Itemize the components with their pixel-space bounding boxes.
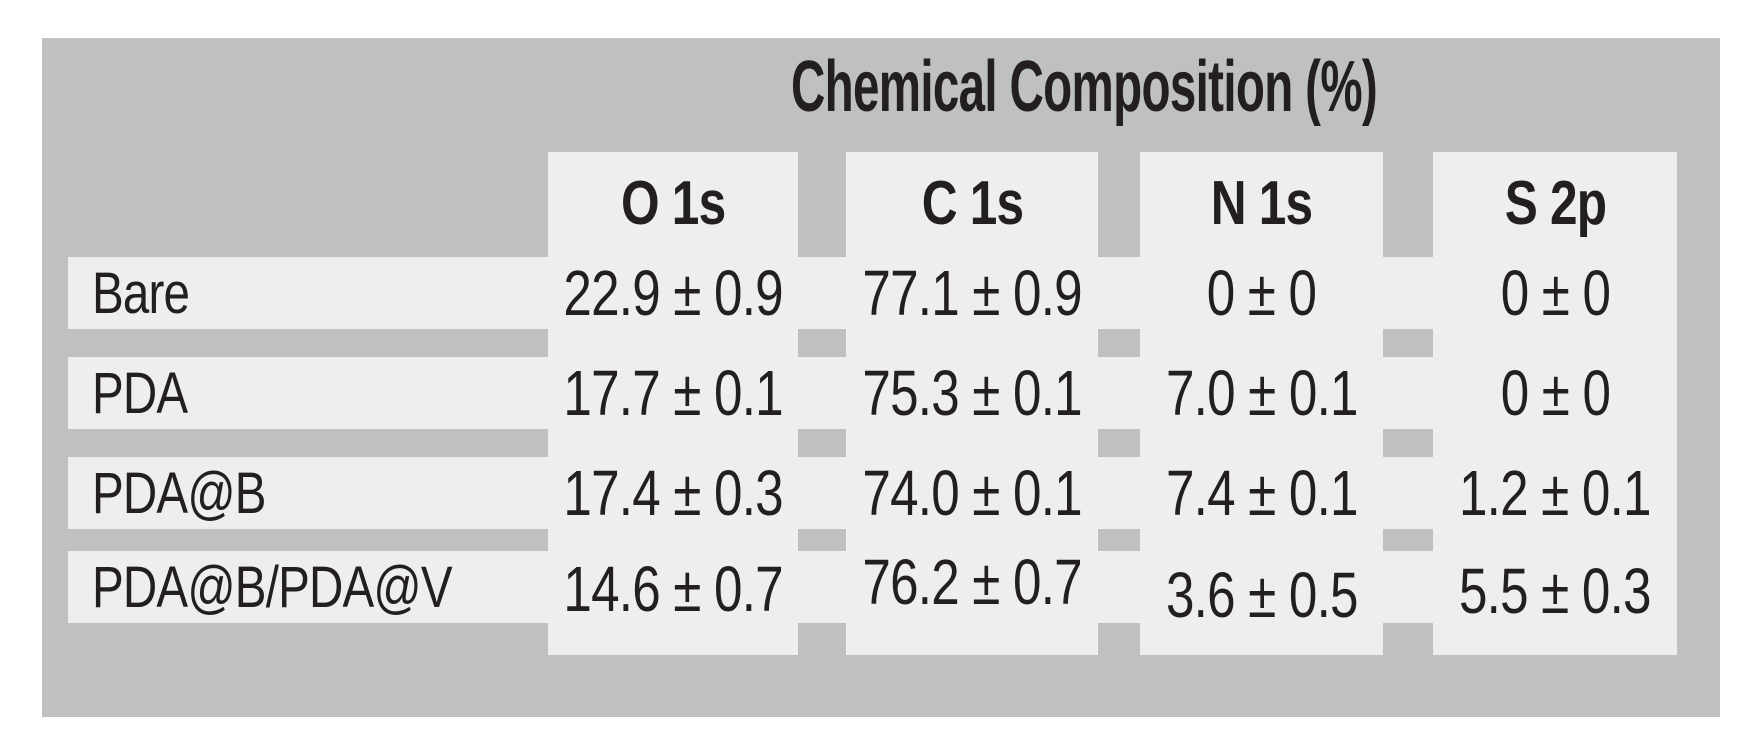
row-stripe-pda-b-pda-v bbox=[68, 551, 1677, 623]
cell-pda-b-pda-v-n1s-text: 3.6 ± 0.5 bbox=[1165, 559, 1358, 631]
cell-pda-n1s-text: 7.0 ± 0.1 bbox=[1165, 357, 1358, 429]
cell-bare-o1s: 22.9 ± 0.9 bbox=[548, 257, 798, 329]
cell-pda-s2p: 0 ± 0 bbox=[1433, 357, 1677, 429]
cell-pda-b-pda-v-c1s-text: 76.2 ± 0.7 bbox=[862, 546, 1082, 618]
cell-bare-n1s-text: 0 ± 0 bbox=[1206, 257, 1317, 329]
cell-pda-b-n1s-text: 7.4 ± 0.1 bbox=[1165, 457, 1358, 529]
cell-pda-o1s: 17.7 ± 0.1 bbox=[548, 357, 798, 429]
cell-pda-b-pda-v-o1s: 14.6 ± 0.7 bbox=[548, 553, 798, 625]
column-header-c1s: C 1s bbox=[846, 152, 1098, 255]
cell-pda-b-c1s: 74.0 ± 0.1 bbox=[846, 457, 1098, 529]
row-label-pda-b-text: PDA@B bbox=[92, 460, 267, 526]
cell-bare-s2p: 0 ± 0 bbox=[1433, 257, 1677, 329]
cell-bare-c1s-text: 77.1 ± 0.9 bbox=[862, 257, 1082, 329]
column-header-o1s: O 1s bbox=[548, 152, 798, 255]
table-title: Chemical Composition (%) bbox=[428, 46, 1740, 128]
column-header-o1s-text: O 1s bbox=[620, 169, 726, 238]
row-label-pda-b-pda-v: PDA@B/PDA@V bbox=[92, 551, 542, 623]
cell-pda-b-pda-v-n1s: 3.6 ± 0.5 bbox=[1140, 559, 1383, 631]
table-title-text: Chemical Composition (%) bbox=[790, 47, 1378, 127]
column-header-n1s: N 1s bbox=[1140, 152, 1383, 255]
cell-pda-b-s2p-text: 1.2 ± 0.1 bbox=[1459, 457, 1651, 529]
cell-pda-b-pda-v-c1s: 76.2 ± 0.7 bbox=[846, 546, 1098, 618]
cell-bare-c1s: 77.1 ± 0.9 bbox=[846, 257, 1098, 329]
row-label-pda-b: PDA@B bbox=[92, 457, 542, 529]
column-header-s2p-text: S 2p bbox=[1504, 169, 1606, 238]
row-label-bare: Bare bbox=[92, 257, 542, 329]
row-stripe-bare bbox=[68, 257, 1677, 329]
row-label-bare-text: Bare bbox=[92, 260, 190, 326]
cell-pda-b-n1s: 7.4 ± 0.1 bbox=[1140, 457, 1383, 529]
cell-pda-c1s: 75.3 ± 0.1 bbox=[846, 357, 1098, 429]
cell-pda-b-o1s: 17.4 ± 0.3 bbox=[548, 457, 798, 529]
cell-pda-b-pda-v-s2p: 5.5 ± 0.3 bbox=[1433, 555, 1677, 627]
cell-pda-s2p-text: 0 ± 0 bbox=[1500, 357, 1610, 429]
column-header-c1s-text: C 1s bbox=[921, 169, 1023, 238]
cell-bare-o1s-text: 22.9 ± 0.9 bbox=[563, 257, 783, 329]
cell-pda-b-pda-v-o1s-text: 14.6 ± 0.7 bbox=[563, 553, 783, 625]
cell-pda-b-s2p: 1.2 ± 0.1 bbox=[1433, 457, 1677, 529]
row-label-pda: PDA bbox=[92, 357, 542, 429]
cell-bare-s2p-text: 0 ± 0 bbox=[1500, 257, 1610, 329]
cell-pda-b-pda-v-s2p-text: 5.5 ± 0.3 bbox=[1459, 555, 1651, 627]
cell-pda-b-c1s-text: 74.0 ± 0.1 bbox=[862, 457, 1082, 529]
cell-pda-c1s-text: 75.3 ± 0.1 bbox=[862, 357, 1082, 429]
row-label-pda-b-pda-v-text: PDA@B/PDA@V bbox=[92, 554, 453, 620]
row-label-pda-text: PDA bbox=[92, 360, 188, 426]
cell-pda-o1s-text: 17.7 ± 0.1 bbox=[563, 357, 783, 429]
cell-pda-b-o1s-text: 17.4 ± 0.3 bbox=[563, 457, 783, 529]
column-header-s2p: S 2p bbox=[1433, 152, 1677, 255]
row-stripe-pda-b bbox=[68, 457, 1677, 529]
row-stripe-pda bbox=[68, 357, 1677, 429]
cell-pda-n1s: 7.0 ± 0.1 bbox=[1140, 357, 1383, 429]
column-header-n1s-text: N 1s bbox=[1210, 169, 1313, 238]
cell-bare-n1s: 0 ± 0 bbox=[1140, 257, 1383, 329]
